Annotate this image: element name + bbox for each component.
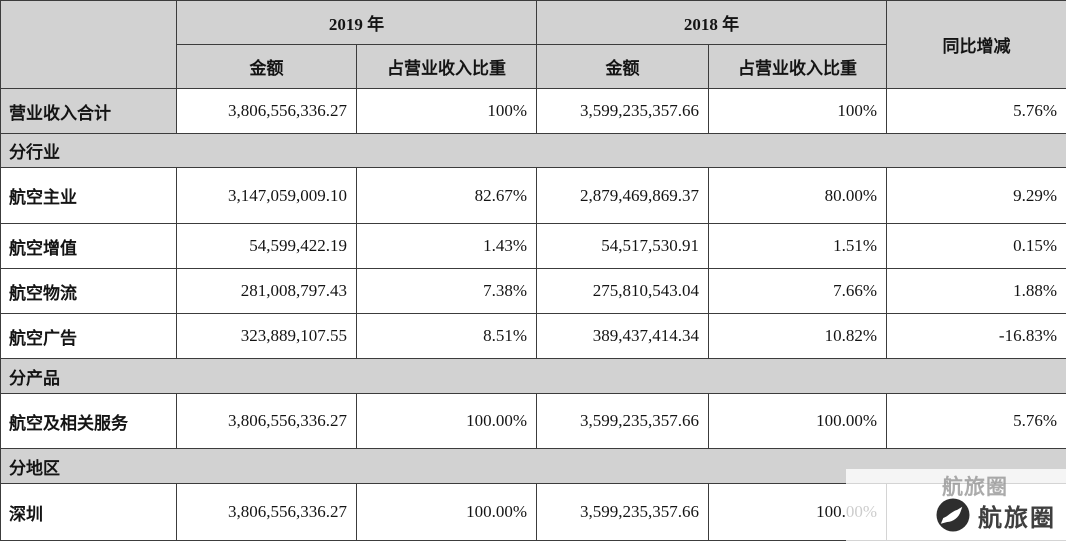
header-year-2019: 2019 年 [176, 0, 537, 45]
table-row-total: 营业收入合计 3,806,556,336.27 100% 3,599,235,3… [0, 88, 1066, 134]
table-row: 航空广告 323,889,107.55 8.51% 389,437,414.34… [0, 313, 1066, 359]
share-2018-cell: 10.82% [708, 313, 887, 359]
table-row: 航空增值 54,599,422.19 1.43% 54,517,530.91 1… [0, 223, 1066, 269]
table-row: 航空物流 281,008,797.43 7.38% 275,810,543.04… [0, 268, 1066, 314]
amount-2019-cell: 3,806,556,336.27 [176, 393, 357, 449]
amount-2018-cell: 275,810,543.04 [536, 268, 709, 314]
amount-2019-cell: 3,147,059,009.10 [176, 167, 357, 224]
amount-2019-cell: 281,008,797.43 [176, 268, 357, 314]
amount-2018-cell: 3,599,235,357.66 [536, 88, 709, 134]
share-2019-cell: 8.51% [356, 313, 537, 359]
share-2019-cell: 1.43% [356, 223, 537, 269]
row-label: 航空增值 [0, 223, 177, 269]
header-yoy: 同比增减 [886, 0, 1066, 89]
table-row: 航空主业 3,147,059,009.10 82.67% 2,879,469,8… [0, 167, 1066, 224]
header-year-2018: 2018 年 [536, 0, 887, 45]
row-label: 航空主业 [0, 167, 177, 224]
share-2019-cell: 100% [356, 88, 537, 134]
section-label: 分地区 [0, 448, 1066, 484]
header-amount-2019: 金额 [176, 44, 357, 89]
share-2018-cell: 100% [708, 88, 887, 134]
amount-2018-cell: 54,517,530.91 [536, 223, 709, 269]
share-2018-cell: 100.00% [708, 483, 887, 541]
share-2019-cell: 100.00% [356, 393, 537, 449]
row-label: 营业收入合计 [0, 88, 177, 134]
header-amount-2018: 金额 [536, 44, 709, 89]
yoy-cell: -16.83% [886, 313, 1066, 359]
yoy-cell: 9.29% [886, 167, 1066, 224]
amount-2019-cell: 323,889,107.55 [176, 313, 357, 359]
share-2018-cell: 80.00% [708, 167, 887, 224]
row-label: 航空广告 [0, 313, 177, 359]
row-label: 航空及相关服务 [0, 393, 177, 449]
amount-2019-cell: 54,599,422.19 [176, 223, 357, 269]
header-share-2019: 占营业收入比重 [356, 44, 537, 89]
section-row-industry: 分行业 [0, 133, 1066, 168]
header-row-years: 2019 年 2018 年 同比增减 [0, 0, 1066, 89]
section-label: 分行业 [0, 133, 1066, 168]
amount-2018-cell: 2,879,469,869.37 [536, 167, 709, 224]
amount-2018-cell: 3,599,235,357.66 [536, 483, 709, 541]
yoy-cell [886, 483, 1066, 541]
amount-2019-cell: 3,806,556,336.27 [176, 483, 357, 541]
table-row: 航空及相关服务 3,806,556,336.27 100.00% 3,599,2… [0, 393, 1066, 449]
header-row-measures: 金额 占营业收入比重 金额 占营业收入比重 [1, 44, 1066, 89]
yoy-cell: 1.88% [886, 268, 1066, 314]
share-2019-cell: 100.00% [356, 483, 537, 541]
corner-cell [0, 0, 177, 89]
section-label: 分产品 [0, 358, 1066, 394]
share-2019-cell: 82.67% [356, 167, 537, 224]
row-label: 深圳 [0, 483, 177, 541]
header-share-2018: 占营业收入比重 [708, 44, 887, 89]
yoy-cell: 5.76% [886, 88, 1066, 134]
amount-2019-cell: 3,806,556,336.27 [176, 88, 357, 134]
section-row-product: 分产品 [0, 358, 1066, 394]
share-2019-cell: 7.38% [356, 268, 537, 314]
share-2018-cell: 1.51% [708, 223, 887, 269]
table-row: 深圳 3,806,556,336.27 100.00% 3,599,235,35… [0, 483, 1066, 541]
share-2018-cell: 100.00% [708, 393, 887, 449]
yoy-cell: 0.15% [886, 223, 1066, 269]
amount-2018-cell: 3,599,235,357.66 [536, 393, 709, 449]
section-row-region: 分地区 [0, 448, 1066, 484]
row-label: 航空物流 [0, 268, 177, 314]
yoy-cell: 5.76% [886, 393, 1066, 449]
share-2018-cell: 7.66% [708, 268, 887, 314]
amount-2018-cell: 389,437,414.34 [536, 313, 709, 359]
